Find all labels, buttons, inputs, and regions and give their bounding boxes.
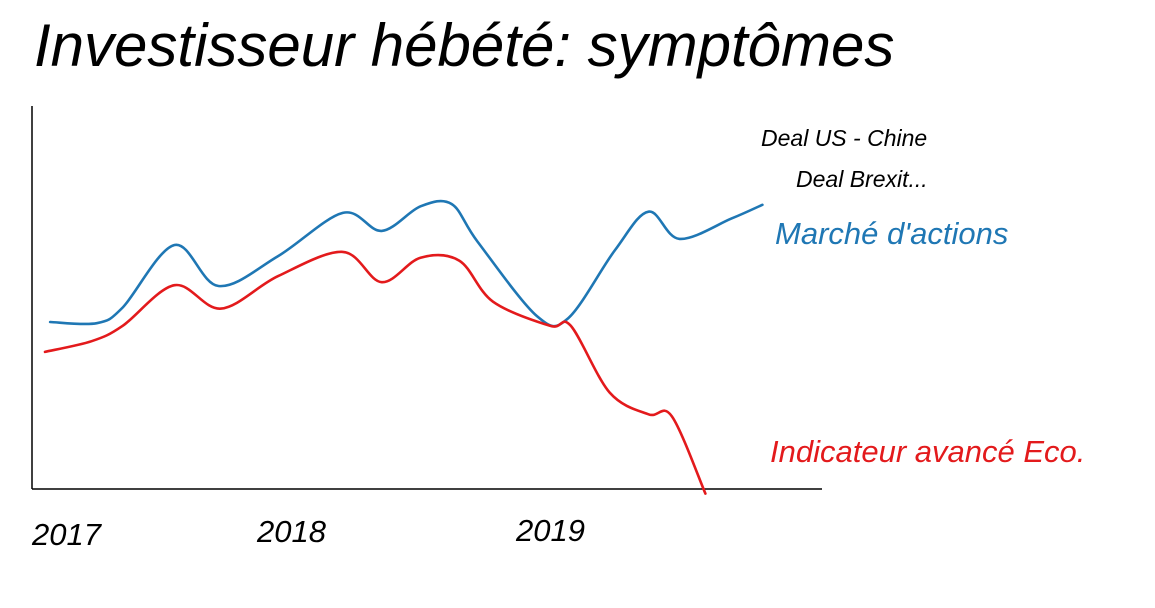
x-tick-label: 2018 (256, 514, 327, 549)
x-tick-label: 2017 (31, 517, 103, 552)
annotation-text: Deal Brexit... (796, 166, 928, 192)
series-label: Indicateur avancé Eco. (770, 434, 1085, 469)
x-tick-label: 2019 (515, 513, 585, 548)
series-line-indicateur-eco (43, 250, 707, 495)
series-label: Marché d'actions (775, 216, 1008, 251)
annotation-text: Deal US - Chine (761, 125, 927, 151)
series-line-marche-actions (48, 199, 764, 328)
chart-title: Investisseur hébété: symptômes (34, 12, 895, 79)
